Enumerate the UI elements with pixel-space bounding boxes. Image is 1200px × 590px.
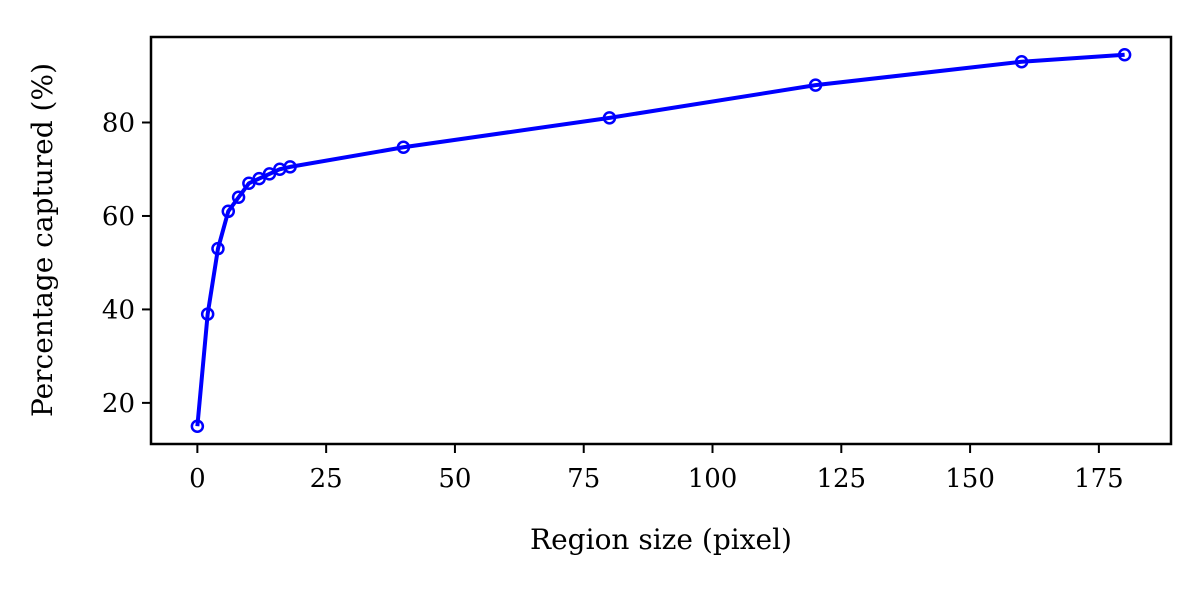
- series-line: [195, 52, 1125, 427]
- data-point: [231, 190, 246, 205]
- x-tick-label: 75: [567, 464, 600, 494]
- x-tick-label: 25: [310, 464, 343, 494]
- data-point: [1014, 55, 1029, 69]
- y-tick-label: 60: [102, 202, 135, 232]
- y-tick-label: 20: [102, 389, 135, 419]
- data-point: [200, 307, 215, 321]
- data-point: [283, 160, 297, 174]
- data-point: [396, 140, 411, 155]
- data-point: [190, 419, 205, 433]
- x-tick-label: 50: [438, 464, 471, 494]
- x-tick-label: 0: [189, 464, 206, 494]
- x-tick-label: 100: [688, 464, 738, 494]
- plot-frame: [149, 35, 1173, 446]
- data-point: [211, 241, 225, 256]
- data-point: [221, 204, 236, 219]
- y-tick-label: 40: [102, 295, 135, 325]
- x-tick-label: 125: [816, 464, 866, 494]
- x-axis-ticks: 0 25 50 75 100 125 150 175: [189, 444, 1124, 494]
- data-point: [808, 78, 823, 92]
- y-axis-label: Percentage captured (%): [26, 63, 59, 417]
- x-tick-label: 150: [945, 464, 995, 494]
- marks-layer: [190, 48, 1132, 433]
- y-tick-label: 80: [102, 109, 135, 139]
- y-axis-ticks: 20 40 60 80: [102, 109, 151, 419]
- data-point: [1117, 48, 1132, 62]
- data-point: [602, 111, 617, 125]
- x-tick-label: 175: [1074, 464, 1124, 494]
- x-axis-label: Region size (pixel): [530, 523, 792, 556]
